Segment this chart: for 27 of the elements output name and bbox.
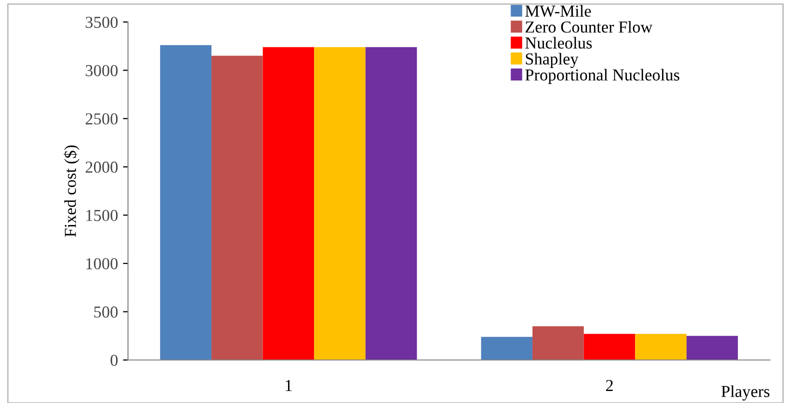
x-tick-label: 1: [286, 380, 292, 392]
y-axis-title: Fixed cost ($): [64, 145, 80, 237]
bar: [635, 334, 687, 360]
y-tick-label: 3000: [86, 64, 118, 76]
y-tick-label: 500: [94, 306, 118, 318]
y-tick-label: 1500: [86, 210, 118, 222]
bar: [686, 336, 738, 360]
x-axis-title: Players: [721, 385, 770, 401]
bar: [211, 56, 263, 360]
legend-label: Nucleolus: [525, 36, 592, 49]
x-tick-label: 2: [606, 380, 613, 392]
legend-label: Proportional Nucleolus: [525, 68, 680, 84]
bar: [366, 47, 417, 360]
y-tick-label: 0: [110, 354, 118, 366]
legend-label: Zero Counter Flow: [526, 20, 652, 33]
bar: [160, 45, 212, 360]
y-tick-label: 2500: [86, 113, 118, 125]
bar: [532, 326, 584, 360]
bar: [314, 47, 366, 360]
bar: [481, 336, 532, 360]
y-tick-label: 1000: [86, 258, 118, 270]
bar: [262, 47, 314, 360]
y-tick-label: 3500: [86, 16, 118, 28]
legend-label: MW-Mile: [525, 5, 591, 17]
y-tick-label: 2000: [86, 162, 118, 173]
legend-label: Shapley: [526, 52, 578, 68]
bar: [584, 334, 636, 360]
